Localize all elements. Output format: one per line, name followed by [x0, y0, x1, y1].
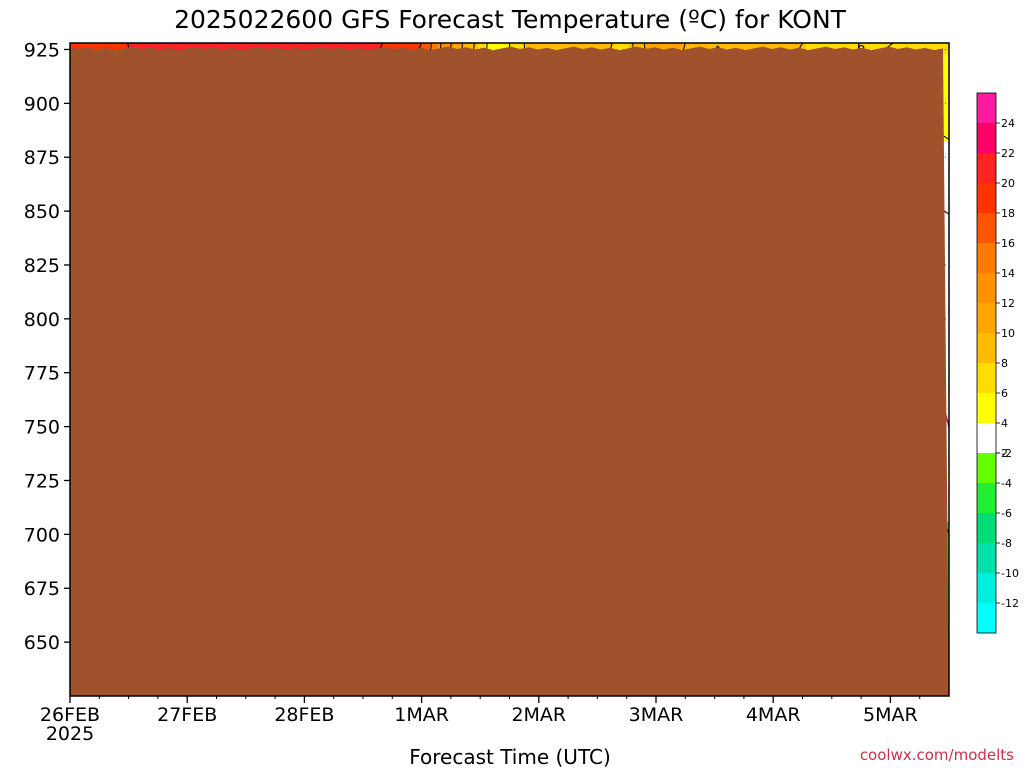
field-cell: [941, 119, 949, 131]
field-cell: [933, 43, 942, 55]
plot-area: 20420486101412161820181614-4-20-20644024…: [70, 43, 949, 696]
field-cell: [941, 108, 949, 120]
field-cell: [597, 43, 606, 55]
field-cell: [341, 43, 351, 55]
field-cell: [941, 195, 949, 207]
field-cell: [925, 43, 934, 55]
field-cell: [909, 43, 918, 55]
field-cell: [493, 43, 503, 55]
field-cell: [869, 43, 878, 55]
field-cell: [421, 43, 431, 55]
field-cell: [789, 43, 798, 55]
field-cell: [941, 217, 949, 229]
field-cell: [613, 43, 622, 55]
field-cell: [621, 43, 630, 55]
field-cell: [941, 43, 949, 55]
field-cell: [365, 43, 375, 55]
field-cell: [173, 43, 183, 55]
field-cell: [941, 249, 949, 262]
field-cell: [533, 43, 543, 55]
field-cell: [941, 140, 949, 153]
field-cell: [941, 53, 949, 66]
field-cell: [405, 43, 415, 55]
field-cell: [117, 43, 127, 55]
field-cell: [941, 86, 949, 99]
field-cell: [805, 43, 814, 55]
field-cell: [221, 43, 231, 55]
field-cell: [285, 43, 295, 55]
field-cell: [941, 184, 949, 196]
field-cell: [661, 43, 670, 55]
field-cell: [93, 43, 103, 55]
field-cell: [677, 43, 686, 55]
field-cell: [941, 238, 949, 251]
field-cell: [941, 130, 949, 142]
field-cell: [237, 43, 247, 55]
field-cell: [741, 43, 750, 55]
field-cell: [109, 43, 119, 55]
field-cell: [549, 43, 559, 55]
field-cell: [941, 75, 949, 88]
field-cell: [557, 43, 567, 55]
field-cell: [429, 43, 439, 55]
chart-title: 2025022600 GFS Forecast Temperature (ºC)…: [174, 5, 847, 34]
field-cell: [893, 43, 902, 55]
field-cell: [941, 162, 949, 175]
field-cell: [725, 43, 734, 55]
field-cell: [301, 43, 311, 55]
field-cell: [485, 43, 495, 55]
field-cell: [941, 173, 949, 186]
field-cell: [389, 43, 399, 55]
field-cell: [453, 43, 463, 55]
field-cell: [357, 43, 367, 55]
field-cell: [941, 64, 949, 77]
field-cell: [157, 43, 167, 55]
field-cell: [941, 228, 949, 240]
